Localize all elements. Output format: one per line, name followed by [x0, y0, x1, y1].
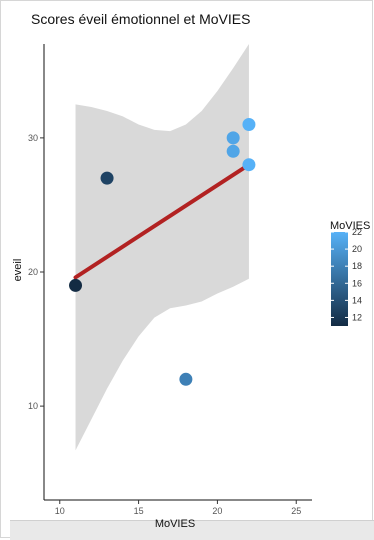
- legend-tick-label: 18: [352, 261, 362, 271]
- legend-tick-label: 20: [352, 244, 362, 254]
- confidence-band: [75, 44, 249, 451]
- axes-layer: 10 15 20 25 10 20 30: [28, 44, 312, 516]
- points-layer: [69, 117, 256, 386]
- x-tick-label: 15: [134, 506, 144, 516]
- data-point: [242, 117, 256, 131]
- regression-line: [73, 162, 251, 280]
- x-tick-label: 25: [291, 506, 301, 516]
- legend-tick-label: 22: [352, 227, 362, 237]
- bottom-strip: [10, 520, 374, 540]
- x-tick-label: 10: [55, 506, 65, 516]
- legend-tick-label: 16: [352, 278, 362, 288]
- legend-tick-label: 14: [352, 295, 362, 305]
- y-tick-label: 10: [28, 401, 38, 411]
- data-point: [179, 372, 193, 386]
- data-point: [100, 171, 114, 185]
- data-point: [226, 144, 240, 158]
- confidence-band-layer: [75, 44, 249, 451]
- data-point: [69, 278, 83, 292]
- fit-line-layer: [73, 162, 251, 280]
- y-tick-label: 30: [28, 133, 38, 143]
- legend-tick-label: 12: [352, 312, 362, 322]
- legend-title: MoVIES: [330, 220, 370, 232]
- legend-colorbar: [331, 232, 348, 326]
- y-tick-label: 20: [28, 267, 38, 277]
- data-point: [242, 158, 256, 172]
- y-axis-label: eveil: [12, 259, 24, 282]
- data-point: [226, 131, 240, 145]
- x-tick-label: 20: [212, 506, 222, 516]
- chart-title: Scores éveil émotionnel et MoVIES: [31, 11, 250, 27]
- x-axis-label: MoVIES: [155, 518, 195, 530]
- color-legend: MoVIES 22 20 18 16 14 12: [330, 220, 370, 326]
